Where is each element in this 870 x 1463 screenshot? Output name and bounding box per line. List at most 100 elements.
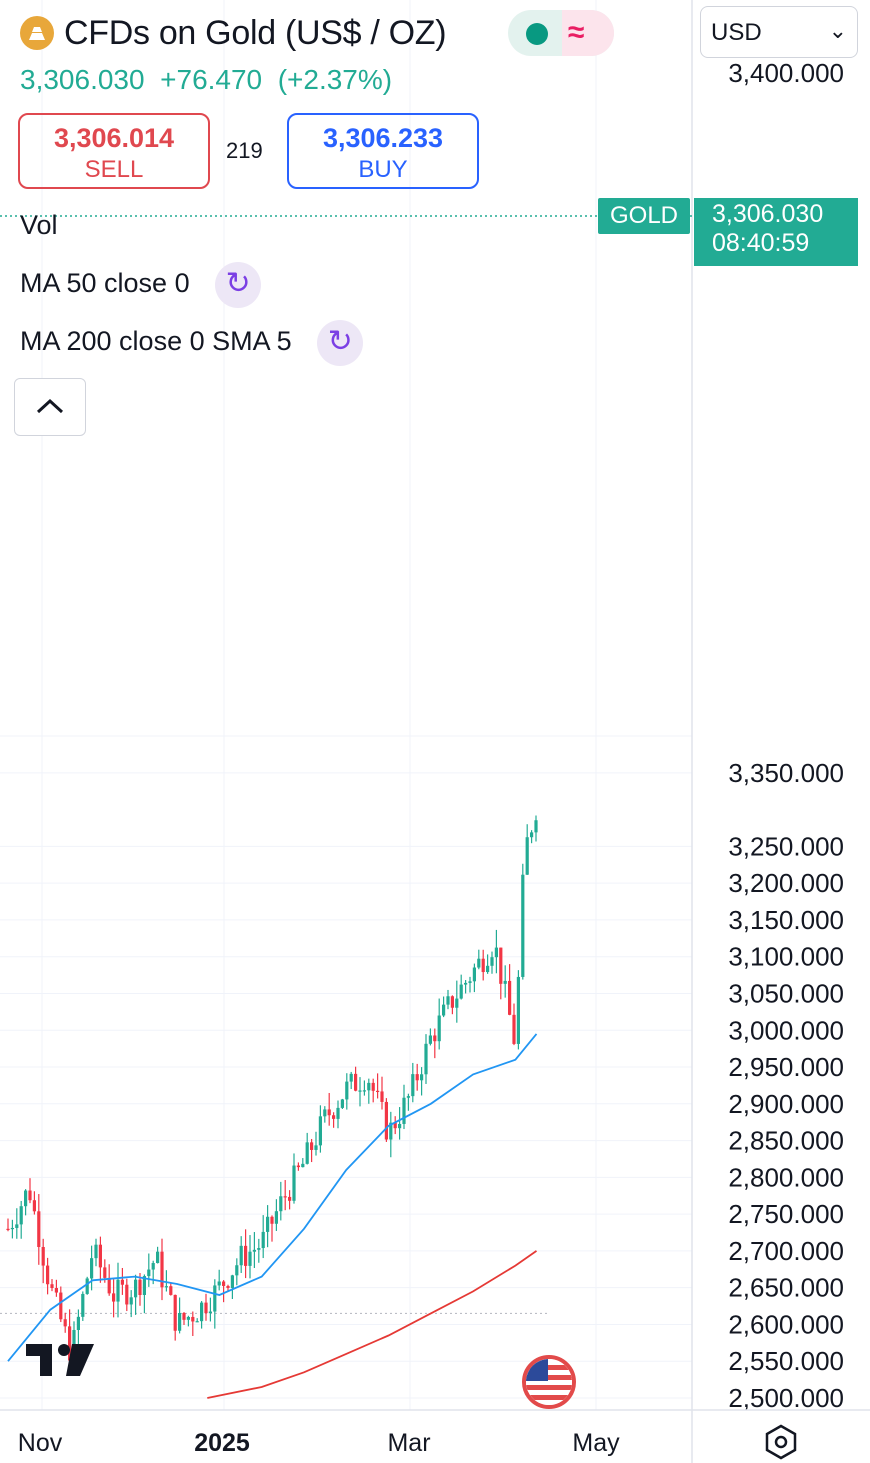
x-tick-label: Mar: [387, 1429, 430, 1457]
price-change: +76.470: [160, 64, 263, 95]
last-price: 3,306.030: [20, 64, 145, 95]
legend-ma50[interactable]: MA 50 close 0 ↻: [20, 262, 262, 308]
candle-body: [301, 1163, 305, 1168]
legend-vol[interactable]: Vol: [20, 210, 58, 240]
y-tick-label: 3,400.000: [728, 58, 844, 88]
y-tick-label: 2,800.000: [728, 1162, 844, 1192]
gold-bars-icon: [20, 16, 54, 50]
y-tick-label: 3,000.000: [728, 1015, 844, 1045]
settings-hexagon-icon[interactable]: [762, 1423, 800, 1461]
y-tick-label: 3,200.000: [728, 868, 844, 898]
candle-body: [156, 1251, 160, 1264]
legend-ma200[interactable]: MA 200 close 0 SMA 5 ↻: [20, 320, 364, 366]
sell-label: SELL: [84, 156, 144, 183]
candle-body: [173, 1294, 177, 1331]
candle-body: [76, 1316, 80, 1331]
candle-body: [90, 1258, 94, 1279]
currency-select-value: USD: [711, 19, 762, 46]
candle-body: [486, 965, 490, 973]
candle-body: [217, 1281, 221, 1286]
candle-body: [314, 1145, 318, 1150]
candle-body: [230, 1275, 234, 1288]
candle-body: [406, 1096, 410, 1098]
candle-body: [288, 1196, 292, 1201]
candle-body: [472, 967, 476, 982]
candle-body: [15, 1224, 19, 1228]
refresh-icon[interactable]: ↻: [317, 320, 364, 366]
candle-body: [503, 980, 507, 984]
candle-body: [468, 981, 472, 983]
market-status-pill[interactable]: ≈: [508, 10, 614, 56]
candle-body: [178, 1312, 182, 1331]
buy-button[interactable]: 3,306.233 BUY: [287, 113, 479, 189]
candle-body: [428, 1035, 432, 1044]
candle-body: [46, 1265, 50, 1285]
delayed-data-icon: ≈: [568, 16, 585, 49]
us-flag-icon[interactable]: [522, 1355, 576, 1409]
candle-body: [186, 1316, 190, 1320]
candle-body: [499, 947, 503, 984]
symbol-price-tag: GOLD: [598, 198, 690, 234]
y-tick-label: 2,500.000: [728, 1383, 844, 1413]
y-tick-label: 3,150.000: [728, 905, 844, 935]
y-tick-label: 2,950.000: [728, 1052, 844, 1082]
candle-body: [147, 1269, 151, 1277]
candle-body: [459, 984, 463, 999]
y-tick-label: 3,250.000: [728, 831, 844, 861]
candle-body: [50, 1284, 54, 1289]
candle-body: [345, 1081, 349, 1100]
candle-body: [274, 1211, 278, 1224]
candle-body: [6, 1228, 10, 1231]
candle-body: [376, 1090, 380, 1093]
candle-body: [310, 1142, 314, 1150]
candle-body: [142, 1276, 146, 1295]
candle-body: [411, 1074, 415, 1097]
currency-select[interactable]: USD ⌄: [700, 6, 858, 58]
candle-body: [437, 1015, 441, 1042]
candle-body: [433, 1035, 437, 1042]
candle-body: [107, 1277, 111, 1294]
candle-body: [380, 1091, 384, 1102]
spread-value: 219: [226, 138, 263, 163]
y-tick-label: 3,050.000: [728, 978, 844, 1008]
symbol-header[interactable]: CFDs on Gold (US$ / OZ): [20, 10, 447, 56]
candle-body: [63, 1319, 67, 1327]
candle-body: [59, 1292, 63, 1320]
candle-body: [195, 1321, 199, 1323]
candle-body: [402, 1097, 406, 1124]
x-tick-label: May: [572, 1429, 620, 1457]
candle-body: [120, 1279, 124, 1285]
candle-body: [94, 1244, 98, 1259]
candle-body: [336, 1107, 340, 1119]
y-tick-label: 2,600.000: [728, 1309, 844, 1339]
candle-body: [327, 1109, 331, 1116]
refresh-icon[interactable]: ↻: [215, 262, 262, 308]
sell-button[interactable]: 3,306.014 SELL: [18, 113, 210, 189]
candle-body: [103, 1267, 107, 1278]
candle-body: [521, 874, 525, 977]
candle-body: [323, 1109, 327, 1117]
candle-body: [358, 1090, 362, 1092]
candle-body: [41, 1246, 45, 1266]
candle-body: [112, 1293, 116, 1302]
candle-body: [208, 1311, 212, 1314]
candle-body: [371, 1082, 375, 1091]
candle-body: [204, 1302, 208, 1314]
candle-body: [340, 1099, 344, 1108]
candle-body: [191, 1316, 195, 1322]
y-tick-label: 2,750.000: [728, 1199, 844, 1229]
candle-body: [98, 1244, 102, 1268]
collapse-legend-button[interactable]: [14, 378, 86, 436]
candle-body: [393, 1122, 397, 1129]
candle-body: [151, 1263, 155, 1270]
candle-body: [349, 1073, 353, 1082]
x-tick-label: Nov: [18, 1429, 63, 1457]
buy-label: BUY: [358, 156, 408, 183]
candle-body: [169, 1286, 173, 1295]
candle-body: [213, 1285, 217, 1312]
tradingview-logo[interactable]: [26, 1342, 96, 1378]
bar-countdown: 08:40:59: [712, 229, 810, 257]
candle-body: [164, 1286, 168, 1288]
ma200-line: [207, 1250, 538, 1399]
